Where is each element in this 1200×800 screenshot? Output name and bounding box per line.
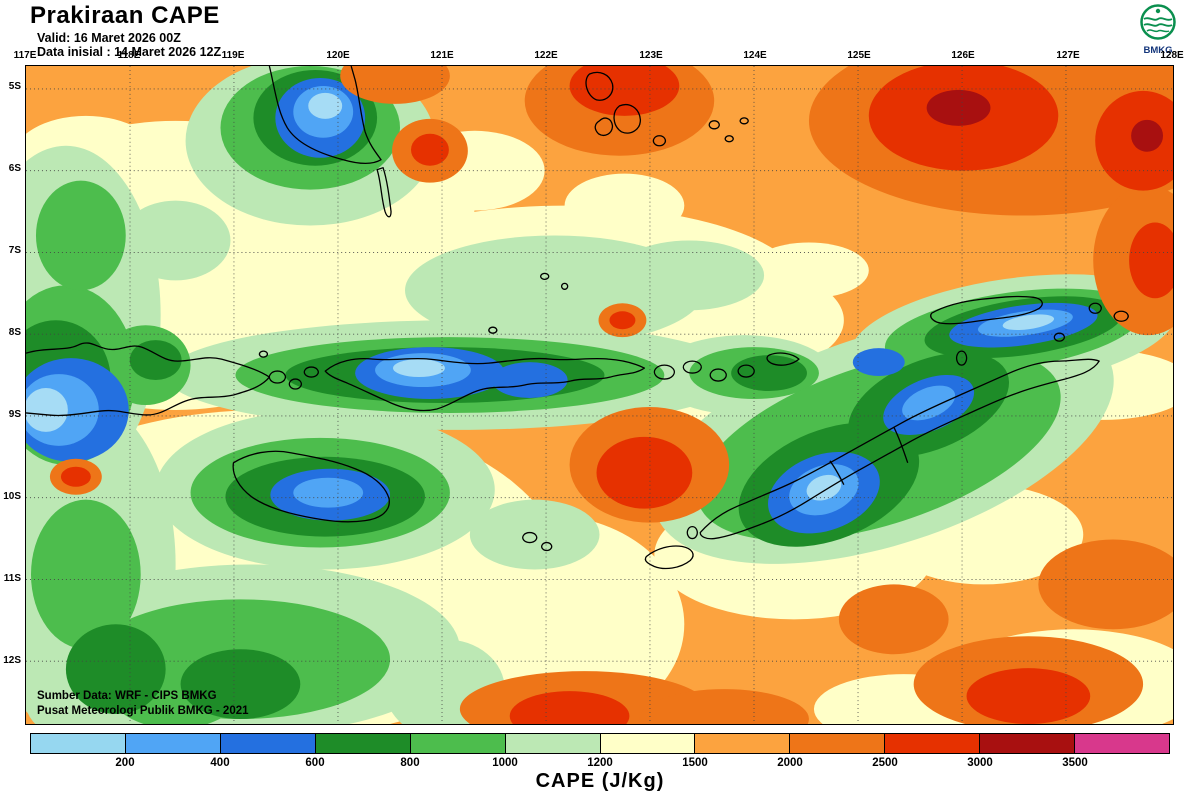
legend-swatch [314, 733, 411, 754]
valid-time-line: Valid: 16 Maret 2026 00Z [37, 31, 181, 45]
legend-swatch [504, 733, 601, 754]
lon-label: 117E [13, 50, 37, 61]
lat-label: 10S [3, 491, 21, 502]
page-title: Prakiraan CAPE [30, 2, 220, 29]
lat-label: 5S [8, 81, 21, 92]
init-time-line: Data inisial : 14 Maret 2026 12Z [37, 45, 222, 59]
credit-org-line: Pusat Meteorologi Publik BMKG - 2021 [37, 705, 249, 717]
lon-label: 119E [221, 50, 245, 61]
cape-contour-map [26, 66, 1173, 724]
lon-label: 121E [430, 50, 454, 61]
legend-tick-label: 3500 [1062, 757, 1088, 769]
legend-swatch [1074, 733, 1171, 754]
legend-swatch [409, 733, 506, 754]
legend-colorbar [30, 733, 1171, 754]
legend-swatch [219, 733, 316, 754]
lat-label: 8S [8, 327, 21, 338]
legend-tick-label: 1500 [682, 757, 708, 769]
contour-red [60, 66, 1173, 724]
legend-swatch [599, 733, 696, 754]
legend-tick-label: 400 [210, 757, 230, 769]
legend-tick-label: 1200 [587, 757, 613, 769]
legend-tick-label: 600 [305, 757, 325, 769]
coastlines [26, 66, 1129, 570]
lat-label: 6S [8, 163, 21, 174]
legend-swatch [124, 733, 221, 754]
legend-tick-label: 800 [400, 757, 420, 769]
lon-label: 125E [847, 50, 871, 61]
lon-label: 118E [117, 50, 141, 61]
lon-label: 123E [639, 50, 663, 61]
contour-light-blue [26, 92, 1055, 501]
lon-label: 124E [743, 50, 767, 61]
legend-tick-label: 3000 [967, 757, 993, 769]
bmkg-logo-text: BMKG [1143, 45, 1173, 56]
legend-tick-label: 2500 [872, 757, 898, 769]
lat-label: 11S [3, 573, 21, 584]
legend-tick-label: 200 [115, 757, 135, 769]
map-canvas: Sumber Data: WRF - CIPS BMKG Pusat Meteo… [25, 65, 1174, 725]
legend-caption: CAPE (J/Kg) [535, 770, 665, 792]
lat-label: 7S [8, 245, 21, 256]
lon-label: 126E [951, 50, 975, 61]
legend-swatch [30, 733, 126, 754]
legend-swatch [694, 733, 791, 754]
legend-tick-label: 1000 [492, 757, 518, 769]
lon-label: 128E [1160, 50, 1184, 61]
legend-swatch [884, 733, 981, 754]
contour-dark-red [926, 89, 1164, 152]
credit-source-line: Sumber Data: WRF - CIPS BMKG [37, 690, 217, 702]
lon-label: 122E [534, 50, 558, 61]
legend-swatch [979, 733, 1076, 754]
bmkg-logo: BMKG [1126, 2, 1190, 56]
lat-label: 9S [8, 409, 21, 420]
lat-label: 12S [3, 655, 21, 666]
legend-swatch [789, 733, 886, 754]
bmkg-logo-icon [1138, 4, 1178, 46]
legend-tick-label: 2000 [777, 757, 803, 769]
lon-label: 120E [326, 50, 350, 61]
map-credits: Sumber Data: WRF - CIPS BMKG Pusat Meteo… [37, 689, 249, 719]
lon-label: 127E [1056, 50, 1080, 61]
